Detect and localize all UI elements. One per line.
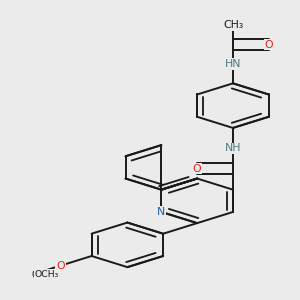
Text: O: O [193, 164, 201, 173]
Text: CH₃: CH₃ [223, 20, 243, 30]
Text: O: O [265, 40, 273, 50]
Text: HN: HN [225, 59, 241, 69]
Text: O: O [56, 261, 65, 271]
Text: OMe: OMe [31, 270, 53, 280]
Text: N: N [157, 207, 166, 217]
Text: OCH₃: OCH₃ [34, 270, 58, 279]
Text: NH: NH [225, 143, 241, 153]
